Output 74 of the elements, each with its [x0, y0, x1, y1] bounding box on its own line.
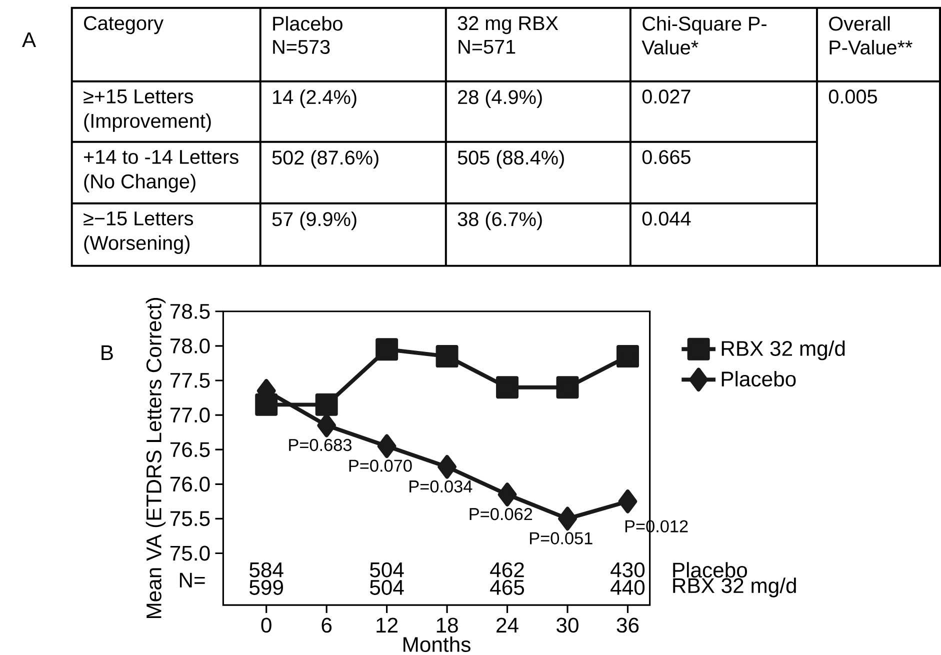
- x-axis-title: Months: [404, 636, 470, 652]
- text: 502 (87.6%): [272, 150, 378, 169]
- annotation: P=0.034: [410, 480, 472, 493]
- text: 57 (9.9%): [272, 212, 356, 230]
- text: ≥−15 Letters: [84, 212, 194, 226]
- text: N=571: [458, 40, 516, 54]
- text: N=: [180, 572, 205, 588]
- text: P-Value**: [830, 40, 912, 55]
- y-tick-label: 77.0: [170, 408, 210, 423]
- y-tick-label: 78.0: [170, 338, 210, 354]
- text: 0.005: [828, 90, 877, 104]
- legend-label: RBX 32 mg/d: [722, 340, 845, 360]
- x-tick-label: 12: [376, 618, 398, 633]
- y-tick-label: 76.0: [170, 476, 210, 492]
- text: Chi-Square P-: [642, 16, 766, 35]
- text: Placebo: [673, 562, 747, 578]
- text: (Improvement): [84, 113, 211, 132]
- y-tick-label: 78.5: [170, 304, 210, 319]
- text: A: [22, 32, 36, 48]
- text: B: [102, 346, 113, 360]
- annotation: P=0.070: [349, 460, 412, 472]
- point: [558, 506, 577, 531]
- text: +14 to -14 Letters: [84, 150, 238, 164]
- annotation: 584: [250, 562, 284, 578]
- x-tick-label: 0: [261, 618, 272, 633]
- text: RBX 32 mg/d: [673, 578, 796, 598]
- annotation: 504: [370, 580, 404, 596]
- x-tick-label: 6: [322, 618, 332, 633]
- x-tick-label: 30: [556, 618, 578, 633]
- point: [438, 455, 456, 479]
- text: 0.044: [642, 212, 691, 226]
- text: 28 (4.9%): [458, 90, 542, 108]
- text: 0.665: [642, 150, 690, 164]
- annotation: 465: [490, 580, 524, 596]
- annotation: 430: [610, 562, 645, 578]
- y-tick-label: 75.0: [170, 546, 210, 561]
- y-tick-label: 75.5: [170, 511, 210, 526]
- annotation: 462: [490, 562, 524, 578]
- annotation: P=0.062: [470, 508, 532, 520]
- x-tick-label: 24: [496, 618, 518, 633]
- annotation: 599: [250, 580, 283, 596]
- text: 32 mg RBX: [458, 16, 558, 34]
- text: 38 (6.7%): [458, 212, 542, 230]
- text: 0.027: [642, 90, 690, 104]
- point: [317, 414, 336, 438]
- point: [436, 345, 458, 368]
- text: Placebo: [273, 16, 342, 31]
- text: (Worsening): [84, 235, 190, 254]
- text: Overall: [829, 16, 890, 31]
- annotation: P=0.051: [530, 532, 592, 544]
- point: [618, 490, 638, 514]
- annotation: 504: [370, 562, 404, 578]
- y-tick-label: 77.5: [170, 373, 210, 388]
- text: N=573: [273, 40, 330, 54]
- x-tick-label: 36: [616, 618, 639, 633]
- x-tick-label: 18: [436, 618, 458, 633]
- text: Value*: [642, 40, 698, 55]
- point: [496, 376, 519, 399]
- y-tick-label: 76.5: [170, 442, 210, 458]
- text: (No Change): [84, 174, 196, 192]
- text: ≥+15 Letters: [84, 90, 194, 104]
- point: [376, 338, 398, 361]
- y-axis-title: Mean VA (ETDRS Letters Correct): [146, 298, 166, 618]
- point: [498, 482, 517, 506]
- text: 505 (88.4%): [458, 150, 564, 169]
- annotation: 440: [610, 580, 645, 596]
- annotation: P=0.683: [289, 438, 352, 452]
- text: Category: [84, 16, 164, 34]
- legend-label: Placebo: [722, 371, 796, 387]
- point: [616, 345, 639, 368]
- point: [315, 394, 338, 416]
- text: 14 (2.4%): [273, 90, 356, 108]
- point: [556, 376, 579, 399]
- point: [377, 434, 396, 458]
